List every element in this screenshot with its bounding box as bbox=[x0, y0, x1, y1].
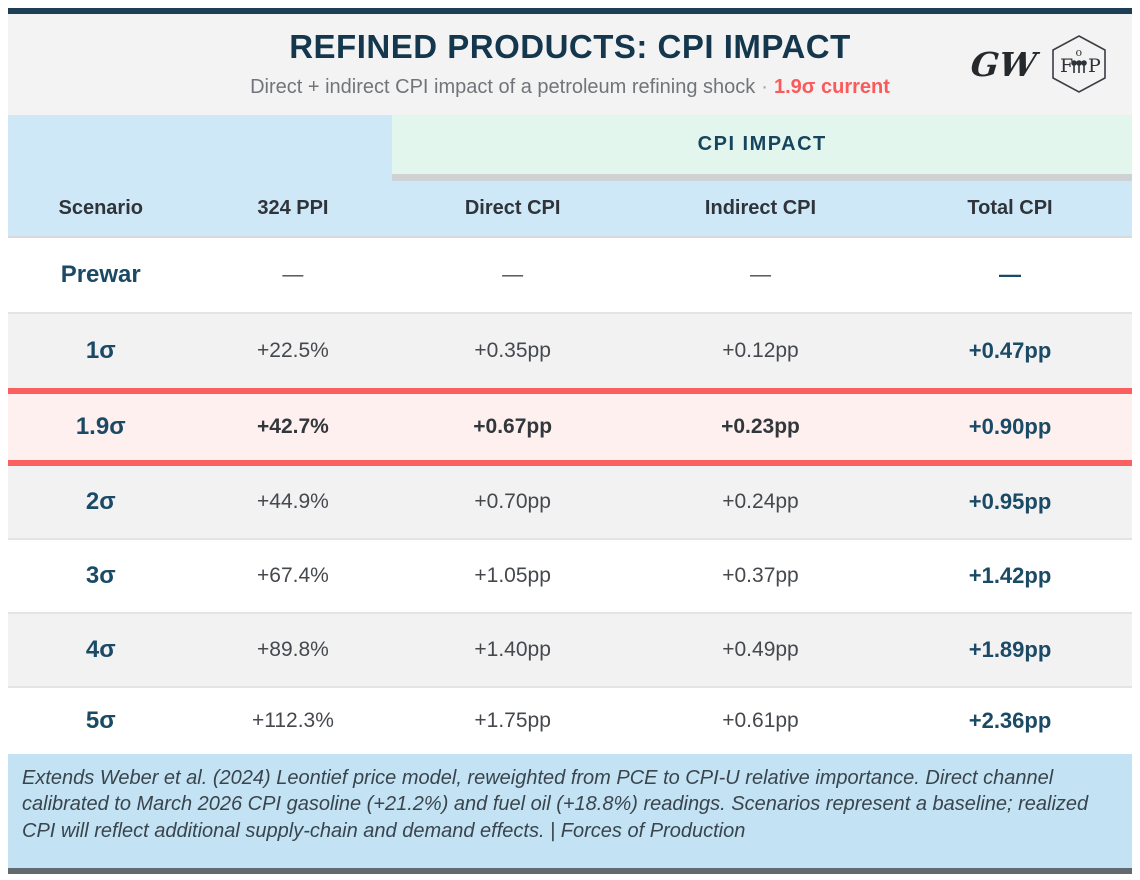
col-header-direct-cpi: Direct CPI bbox=[464, 197, 561, 219]
table-body: Prewar — — — — 1σ +22.5% +0.35pp +0.12pp… bbox=[8, 238, 1132, 754]
total-cpi-cell: +0.47pp bbox=[968, 338, 1052, 363]
ppi-cell: — bbox=[282, 263, 304, 286]
ppi-cell: +89.8% bbox=[257, 638, 329, 661]
indirect-cpi-cell: +0.23pp bbox=[721, 415, 800, 438]
svg-text:o: o bbox=[1076, 46, 1083, 59]
cpi-impact-group-header: CPI IMPACT bbox=[392, 115, 1132, 181]
forces-of-production-hexagon-logo: F o P bbox=[1052, 35, 1106, 93]
table-row: 5σ +112.3% +1.75pp +0.61pp +2.36pp bbox=[8, 688, 1132, 754]
indirect-cpi-cell: +0.37pp bbox=[722, 564, 799, 587]
indirect-cpi-cell: — bbox=[749, 263, 771, 286]
gw-logo: GW bbox=[968, 44, 1039, 84]
column-header-row: Scenario 324 PPI Direct CPI Indirect CPI… bbox=[8, 181, 1132, 238]
total-cpi-cell: — bbox=[999, 262, 1022, 287]
scenario-cell: Prewar bbox=[60, 261, 141, 288]
direct-cpi-cell: +0.67pp bbox=[473, 415, 553, 438]
footnote: Extends Weber et al. (2024) Leontief pri… bbox=[8, 754, 1132, 868]
total-cpi-cell: +0.95pp bbox=[968, 489, 1052, 514]
tiny-people-icons bbox=[1071, 60, 1087, 73]
ppi-cell: +67.4% bbox=[257, 564, 329, 587]
indirect-cpi-cell: +0.24pp bbox=[722, 490, 799, 513]
indirect-cpi-cell: +0.12pp bbox=[722, 339, 799, 362]
page-title: REFINED PRODUCTS: CPI IMPACT bbox=[289, 28, 851, 65]
bottom-accent-bar bbox=[8, 868, 1132, 874]
top-accent-bar bbox=[8, 8, 1132, 14]
svg-text:F: F bbox=[1060, 55, 1073, 77]
scenario-cell: 1σ bbox=[85, 337, 116, 364]
ppi-cell: +22.5% bbox=[257, 339, 329, 362]
current-scenario-badge: 1.9σ current bbox=[773, 76, 890, 98]
scenario-cell: 4σ bbox=[85, 636, 116, 663]
table-row: 3σ +67.4% +1.05pp +0.37pp +1.42pp bbox=[8, 540, 1132, 614]
table-row: 4σ +89.8% +1.40pp +0.49pp +1.89pp bbox=[8, 614, 1132, 688]
total-cpi-cell: +2.36pp bbox=[968, 708, 1052, 733]
direct-cpi-cell: +1.05pp bbox=[474, 564, 551, 587]
group-header-row: CPI IMPACT bbox=[8, 115, 1132, 181]
header: REFINED PRODUCTS: CPI IMPACT Direct + in… bbox=[8, 14, 1132, 115]
direct-cpi-cell: +0.70pp bbox=[474, 490, 551, 513]
direct-cpi-cell: +1.75pp bbox=[474, 709, 551, 732]
table-row: Prewar — — — — bbox=[8, 238, 1132, 314]
col-header-total-cpi: Total CPI bbox=[967, 197, 1053, 219]
table-row: 1.9σ +42.7% +0.67pp +0.23pp +0.90pp bbox=[8, 388, 1132, 466]
subtitle-separator: · bbox=[761, 76, 768, 98]
total-cpi-cell: +1.42pp bbox=[968, 563, 1052, 588]
indirect-cpi-cell: +0.61pp bbox=[722, 709, 799, 732]
scenario-cell: 5σ bbox=[85, 707, 116, 734]
total-cpi-cell: +1.89pp bbox=[968, 637, 1052, 662]
direct-cpi-cell: +0.35pp bbox=[474, 339, 551, 362]
scenario-cell: 3σ bbox=[85, 562, 116, 589]
svg-text:P: P bbox=[1088, 55, 1101, 77]
col-header-indirect-cpi: Indirect CPI bbox=[704, 197, 817, 219]
subtitle: Direct + indirect CPI impact of a petrol… bbox=[8, 76, 1132, 99]
ppi-cell: +44.9% bbox=[257, 490, 329, 513]
col-header-324-ppi: 324 PPI bbox=[257, 197, 329, 219]
logo-group: GW F o P bbox=[968, 34, 1110, 94]
group-header-label: CPI IMPACT bbox=[697, 133, 827, 155]
total-cpi-cell: +0.90pp bbox=[968, 414, 1052, 439]
ppi-cell: +112.3% bbox=[251, 709, 334, 732]
indirect-cpi-cell: +0.49pp bbox=[722, 638, 799, 661]
direct-cpi-cell: — bbox=[502, 263, 524, 286]
ppi-cell: +42.7% bbox=[257, 415, 329, 438]
subtitle-text: Direct + indirect CPI impact of a petrol… bbox=[250, 76, 756, 98]
table-row: 1σ +22.5% +0.35pp +0.12pp +0.47pp bbox=[8, 314, 1132, 388]
table-row: 2σ +44.9% +0.70pp +0.24pp +0.95pp bbox=[8, 466, 1132, 540]
col-header-scenario: Scenario bbox=[58, 197, 143, 219]
scenario-cell: 2σ bbox=[85, 488, 116, 515]
direct-cpi-cell: +1.40pp bbox=[474, 638, 551, 661]
group-header-spacer bbox=[8, 115, 393, 181]
scenario-cell: 1.9σ bbox=[75, 413, 126, 440]
